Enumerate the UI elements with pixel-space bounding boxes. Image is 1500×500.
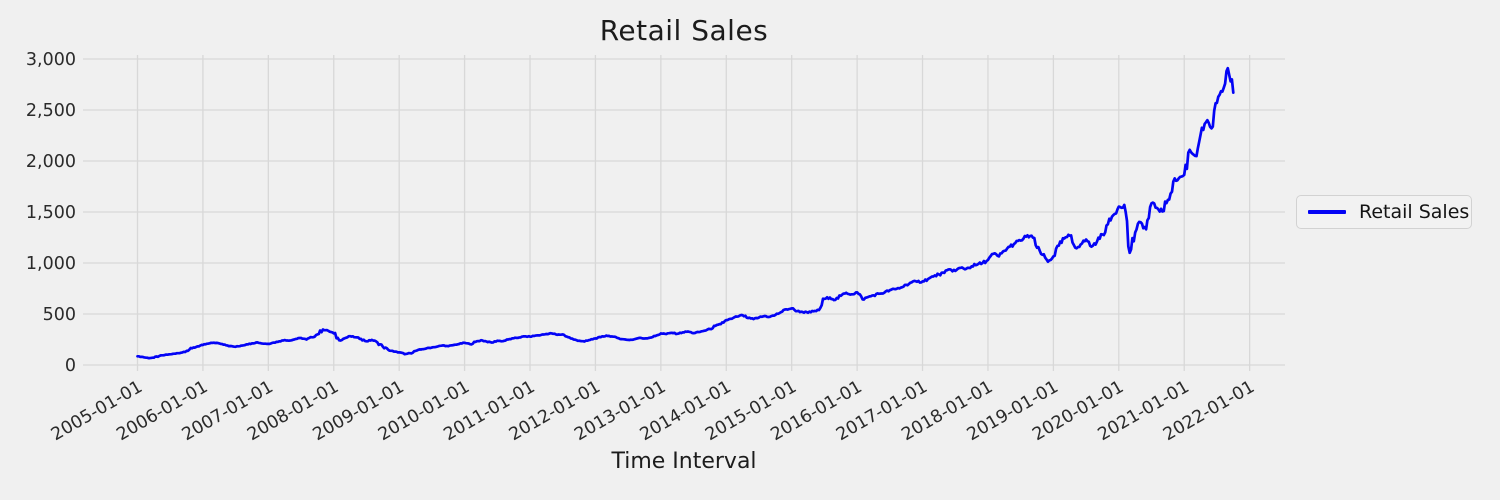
legend-line-swatch-icon (1308, 210, 1346, 214)
retail-sales-line (136, 66, 1235, 360)
y-tick-label: 500 (43, 305, 76, 325)
x-axis-title: Time Interval (611, 449, 757, 474)
y-tick-label: 1,000 (26, 254, 76, 274)
y-tick-label: 1,500 (26, 203, 76, 223)
y-tick-label: 3,000 (26, 50, 76, 70)
y-tick-label: 0 (65, 356, 76, 376)
y-tick-label: 2,500 (26, 101, 76, 121)
legend: Retail Sales (1296, 195, 1472, 229)
chart-title: Retail Sales (599, 14, 769, 47)
y-tick-label: 2,000 (26, 152, 76, 172)
legend-label: Retail Sales (1359, 201, 1470, 223)
